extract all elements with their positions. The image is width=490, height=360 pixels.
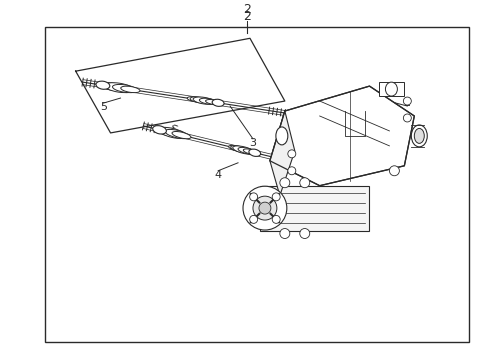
- Ellipse shape: [104, 83, 134, 93]
- Ellipse shape: [190, 97, 209, 103]
- Text: 3: 3: [249, 138, 256, 148]
- Circle shape: [250, 193, 258, 201]
- Ellipse shape: [154, 127, 173, 134]
- Ellipse shape: [206, 99, 221, 105]
- Polygon shape: [270, 111, 295, 196]
- Circle shape: [272, 193, 280, 201]
- Ellipse shape: [153, 126, 167, 134]
- Ellipse shape: [386, 82, 397, 96]
- Ellipse shape: [233, 146, 254, 154]
- Ellipse shape: [113, 85, 137, 93]
- Ellipse shape: [231, 146, 249, 153]
- Ellipse shape: [98, 83, 117, 89]
- Circle shape: [390, 166, 399, 176]
- Ellipse shape: [199, 98, 218, 104]
- Ellipse shape: [238, 148, 256, 154]
- Text: 4: 4: [215, 170, 221, 180]
- Ellipse shape: [101, 83, 125, 91]
- Circle shape: [280, 229, 290, 238]
- Polygon shape: [260, 186, 369, 230]
- Polygon shape: [270, 86, 415, 186]
- Circle shape: [288, 167, 296, 175]
- Ellipse shape: [415, 129, 424, 143]
- Circle shape: [288, 150, 296, 158]
- Text: 1: 1: [404, 98, 411, 108]
- Circle shape: [300, 229, 310, 238]
- Circle shape: [243, 186, 287, 230]
- Ellipse shape: [193, 97, 215, 104]
- Ellipse shape: [276, 127, 288, 145]
- Ellipse shape: [96, 81, 110, 89]
- Circle shape: [300, 178, 310, 188]
- Circle shape: [253, 196, 277, 220]
- Circle shape: [403, 97, 411, 105]
- Ellipse shape: [187, 97, 202, 102]
- Circle shape: [403, 114, 411, 122]
- Ellipse shape: [411, 125, 427, 147]
- Bar: [379, 82, 404, 96]
- Text: 2: 2: [243, 10, 251, 23]
- Ellipse shape: [172, 131, 191, 139]
- Ellipse shape: [229, 145, 244, 151]
- Ellipse shape: [165, 129, 189, 139]
- Text: Ɛ: Ɛ: [168, 123, 177, 135]
- Ellipse shape: [156, 127, 180, 136]
- Text: 5: 5: [100, 102, 107, 112]
- Circle shape: [259, 202, 271, 214]
- Circle shape: [280, 178, 290, 188]
- Ellipse shape: [121, 86, 140, 93]
- Circle shape: [250, 215, 258, 223]
- Ellipse shape: [249, 149, 261, 156]
- Ellipse shape: [158, 127, 187, 139]
- Bar: [45, 27, 469, 342]
- Ellipse shape: [212, 99, 224, 106]
- Text: 2: 2: [243, 3, 251, 17]
- Ellipse shape: [244, 149, 258, 155]
- Circle shape: [272, 215, 280, 223]
